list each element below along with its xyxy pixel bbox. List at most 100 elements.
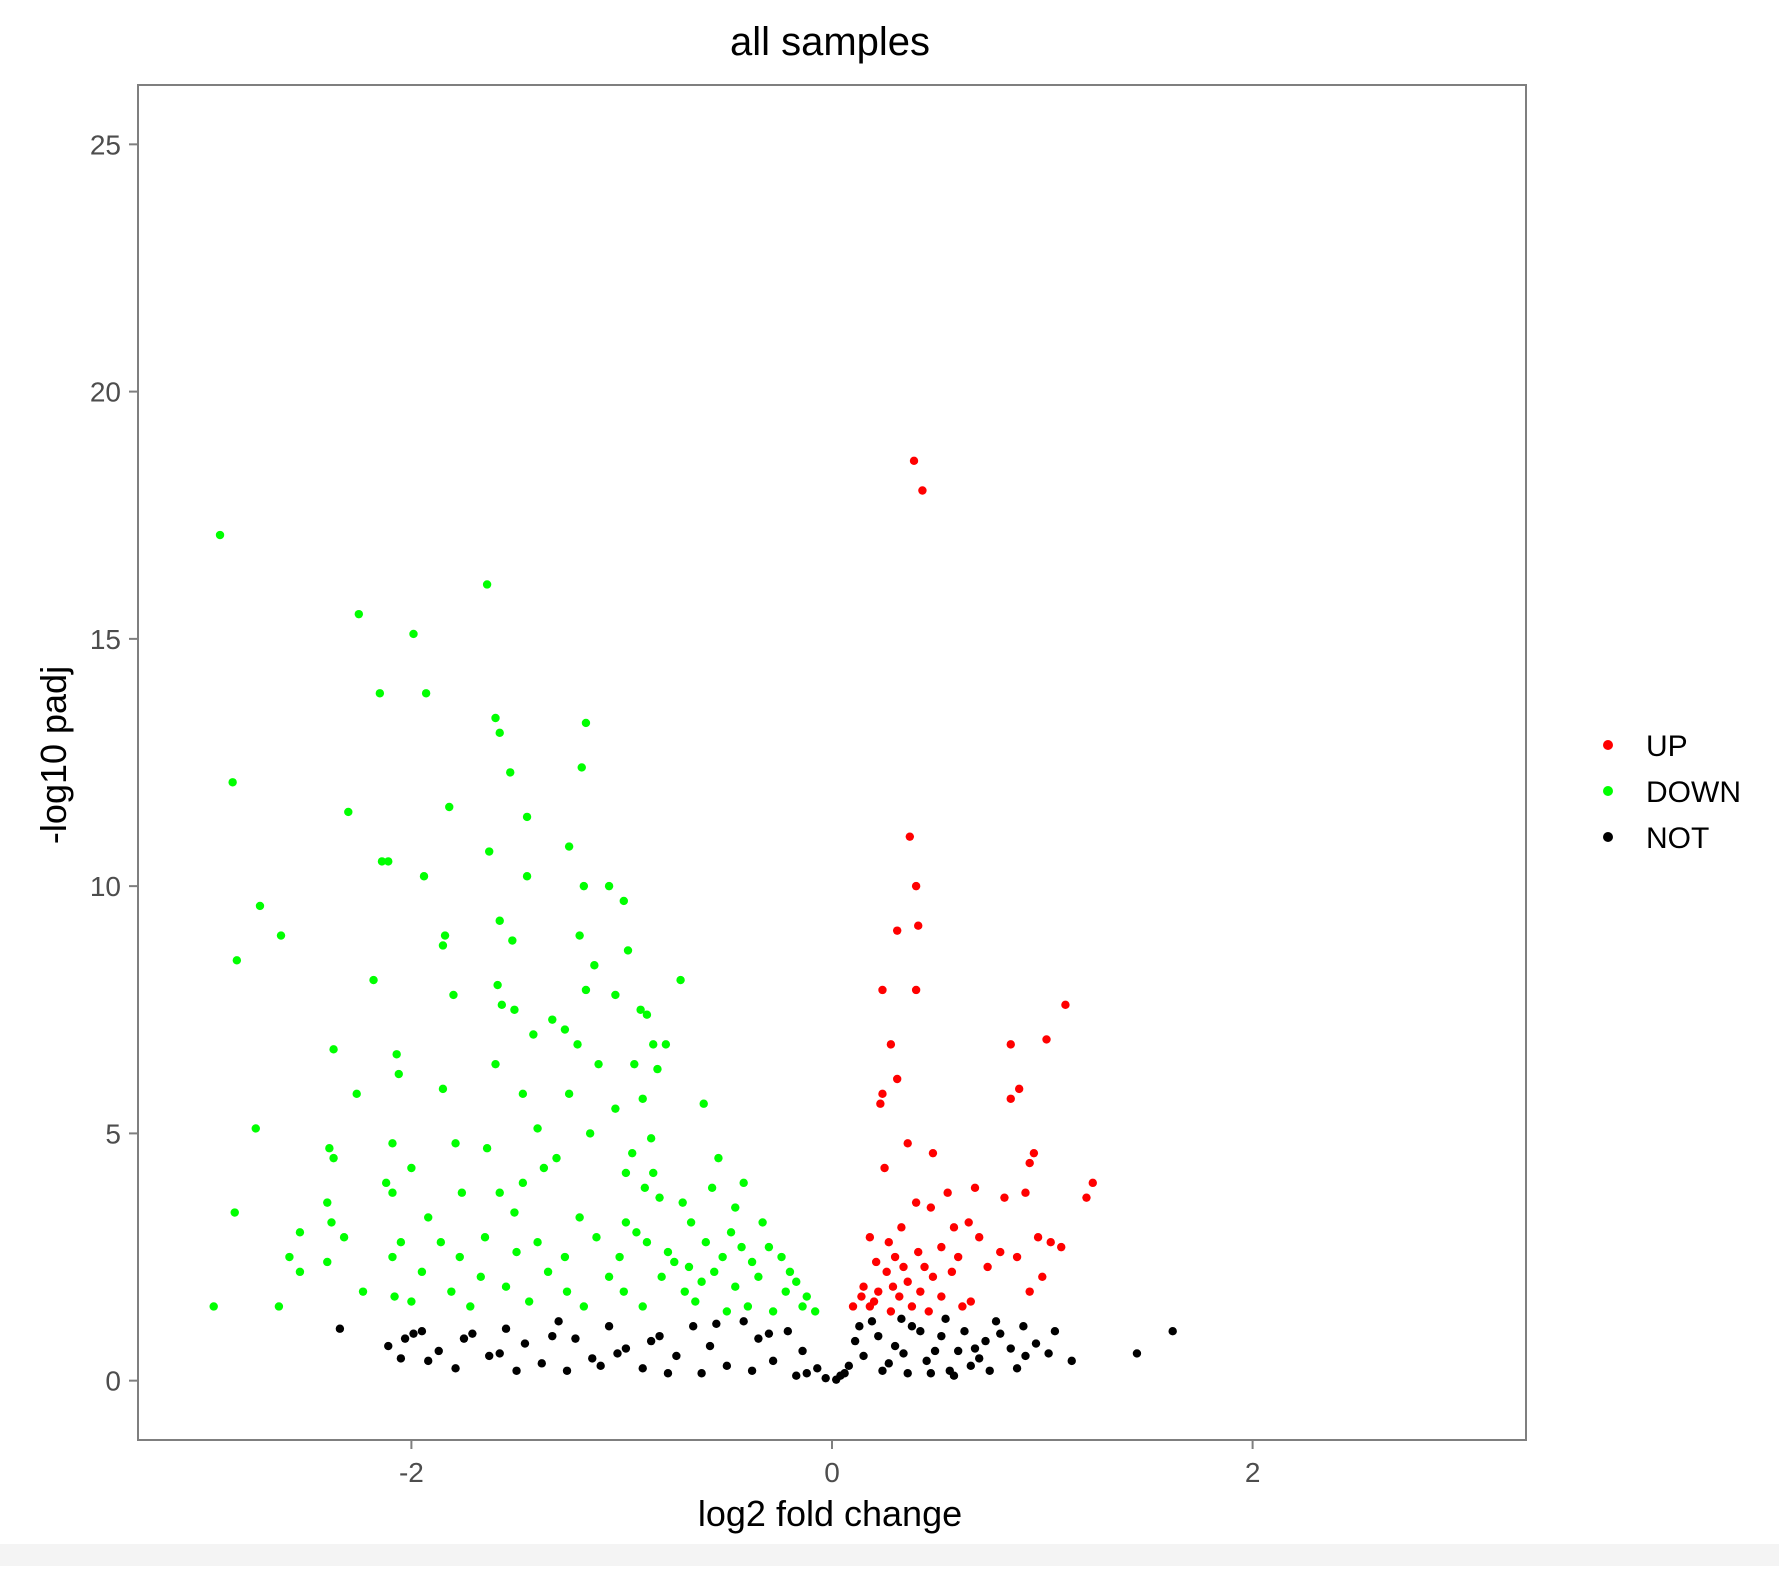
point-down bbox=[642, 1237, 652, 1247]
point-not bbox=[802, 1369, 811, 1378]
point-down bbox=[630, 1059, 639, 1069]
point-down bbox=[619, 896, 628, 906]
point-not bbox=[937, 1331, 946, 1341]
point-down bbox=[777, 1252, 786, 1262]
point-not bbox=[604, 1322, 614, 1331]
point-down bbox=[447, 1287, 456, 1296]
point-not bbox=[705, 1341, 715, 1351]
point-down bbox=[524, 1297, 534, 1306]
point-down bbox=[394, 1069, 403, 1079]
point-up bbox=[966, 1297, 975, 1306]
point-down bbox=[377, 857, 387, 866]
point-down bbox=[564, 1089, 574, 1099]
point-down bbox=[646, 1134, 656, 1143]
point-down bbox=[285, 1252, 294, 1262]
point-down bbox=[581, 718, 591, 728]
point-up bbox=[1025, 1158, 1034, 1168]
point-down bbox=[604, 881, 614, 891]
point-not bbox=[638, 1364, 647, 1373]
point-not bbox=[451, 1364, 460, 1373]
point-down bbox=[585, 1129, 595, 1138]
point-down bbox=[384, 857, 393, 866]
point-down bbox=[581, 985, 591, 995]
point-down bbox=[339, 1233, 349, 1242]
point-down bbox=[354, 609, 364, 619]
point-down bbox=[436, 1237, 446, 1247]
point-down bbox=[731, 1282, 740, 1291]
y-tick-label: 25 bbox=[90, 129, 121, 160]
point-down bbox=[718, 1252, 727, 1262]
legend-label-up: UP bbox=[1646, 730, 1688, 763]
point-down bbox=[327, 1218, 336, 1227]
y-tick-label: 10 bbox=[90, 871, 121, 902]
point-not bbox=[621, 1344, 631, 1353]
point-down bbox=[743, 1302, 753, 1311]
point-up bbox=[884, 1237, 893, 1247]
x-axis-ticks: -2 0 2 bbox=[399, 1440, 1260, 1488]
point-not bbox=[884, 1359, 893, 1368]
point-not bbox=[697, 1369, 706, 1378]
point-up bbox=[1029, 1148, 1039, 1158]
point-down bbox=[564, 842, 574, 851]
point-not bbox=[970, 1344, 980, 1353]
point-up bbox=[1082, 1193, 1091, 1202]
point-up bbox=[918, 486, 927, 495]
point-not bbox=[792, 1371, 801, 1380]
point-down bbox=[510, 1208, 519, 1217]
point-up bbox=[895, 1292, 904, 1301]
point-not bbox=[400, 1334, 410, 1343]
point-down bbox=[539, 1163, 549, 1173]
point-up bbox=[953, 1252, 963, 1262]
point-not bbox=[1132, 1349, 1142, 1358]
point-down bbox=[579, 1302, 589, 1311]
point-down bbox=[663, 1247, 673, 1257]
point-down bbox=[739, 1178, 748, 1188]
point-up bbox=[897, 1223, 906, 1232]
point-down bbox=[768, 1307, 778, 1316]
point-not bbox=[764, 1329, 774, 1338]
point-down bbox=[518, 1089, 528, 1099]
point-not bbox=[975, 1354, 984, 1363]
point-up bbox=[899, 1262, 908, 1272]
point-down bbox=[575, 1213, 584, 1222]
point-not bbox=[1021, 1351, 1030, 1361]
point-down bbox=[501, 1282, 511, 1291]
point-down bbox=[409, 629, 418, 639]
point-not bbox=[562, 1366, 572, 1375]
point-not bbox=[548, 1331, 557, 1341]
point-down bbox=[358, 1287, 368, 1296]
point-not bbox=[520, 1339, 530, 1348]
point-down bbox=[522, 812, 532, 822]
point-not bbox=[588, 1354, 597, 1363]
legend-key-down bbox=[1603, 786, 1613, 796]
point-down bbox=[737, 1242, 746, 1252]
x-axis-title: log2 fold change bbox=[698, 1493, 962, 1534]
point-up bbox=[975, 1233, 984, 1242]
point-up bbox=[937, 1242, 946, 1252]
point-up bbox=[928, 1272, 938, 1282]
point-up bbox=[924, 1307, 933, 1316]
point-not bbox=[689, 1322, 698, 1331]
point-up bbox=[958, 1302, 967, 1311]
point-up bbox=[914, 921, 923, 930]
point-up bbox=[970, 1183, 980, 1192]
point-not bbox=[613, 1349, 622, 1358]
point-down bbox=[653, 1064, 662, 1074]
y-tick-label: 0 bbox=[105, 1366, 121, 1397]
point-down bbox=[388, 1252, 397, 1262]
point-down bbox=[552, 1153, 561, 1163]
point-up bbox=[1038, 1272, 1047, 1282]
point-not bbox=[1067, 1356, 1076, 1366]
point-down bbox=[522, 872, 532, 881]
point-up bbox=[859, 1282, 868, 1291]
point-down bbox=[512, 1247, 521, 1257]
point-down bbox=[792, 1277, 801, 1286]
point-down bbox=[655, 1193, 664, 1202]
point-down bbox=[381, 1178, 391, 1188]
point-not bbox=[459, 1334, 469, 1343]
point-not bbox=[813, 1364, 822, 1373]
point-down bbox=[329, 1045, 338, 1054]
point-up bbox=[911, 985, 921, 995]
point-not bbox=[996, 1329, 1005, 1338]
point-not bbox=[396, 1354, 406, 1363]
